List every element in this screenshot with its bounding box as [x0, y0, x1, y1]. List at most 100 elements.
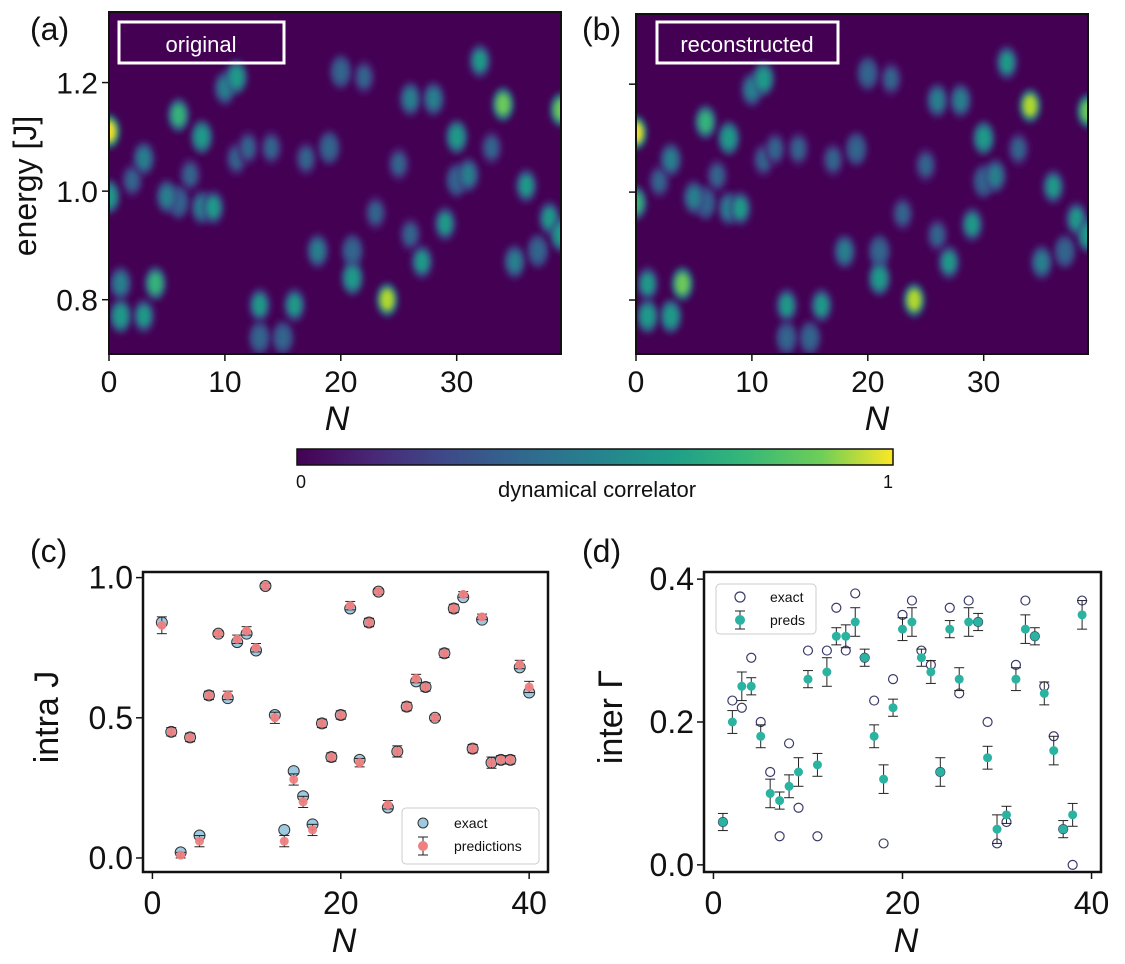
heatmap-b-x-tick-label: 10	[735, 366, 768, 399]
heatmap-b-x-label: N	[865, 400, 890, 438]
exact-point	[944, 602, 955, 613]
heatmap-b-x-tick-label: 20	[851, 366, 884, 399]
heatmap-a-x-label: N	[325, 400, 350, 438]
prediction-point	[983, 753, 993, 763]
heatmap-a-cell	[194, 125, 209, 148]
panel-c: (c) 0 20 40 0.0 0.5 1.0 N intra J exact pred…	[28, 533, 550, 960]
heatmap-a-cell	[554, 98, 561, 121]
plot-c-x-tick-label: 0	[144, 885, 162, 921]
plot-d-x-tick-label: 20	[885, 885, 921, 921]
prediction-point	[298, 797, 308, 807]
prediction-point	[869, 731, 879, 741]
prediction-point	[242, 626, 252, 636]
legend-d-pred-label: preds	[770, 612, 805, 628]
prediction-point	[496, 755, 506, 765]
heatmap-a-cell	[461, 163, 476, 186]
plot-d-x-label: N	[894, 922, 919, 960]
plot-c-x-ticks: 0 20 40	[144, 872, 547, 921]
prediction-point	[317, 718, 327, 728]
prediction-point	[232, 634, 242, 644]
prediction-point	[831, 631, 841, 641]
heatmap-b-cell	[860, 62, 875, 85]
heatmap-a-cell	[345, 239, 360, 262]
heatmap-b-cell	[941, 251, 956, 274]
heatmap-b-cell	[1057, 240, 1072, 263]
exact-point	[906, 595, 918, 606]
heatmap-a-y-ticks: 0.8 1.0 1.2	[56, 68, 109, 318]
heatmap-b-cell	[663, 148, 678, 171]
heatmap-a-cell	[414, 250, 429, 273]
heatmap-b-x-ticks: 0 10 20 30	[628, 354, 1000, 399]
prediction-point	[841, 631, 851, 641]
prediction-point	[1068, 810, 1078, 820]
plot-d-y-tick-label: 0.0	[650, 847, 694, 883]
plot-c-x-tick-label: 20	[323, 885, 359, 921]
prediction-point	[223, 690, 233, 700]
prediction-point	[345, 601, 355, 611]
heatmap-a-cell	[264, 136, 279, 159]
legend-d-exact-label: exact	[770, 589, 804, 605]
heatmap-a-cell	[136, 147, 151, 170]
heatmap-a-cell	[530, 239, 545, 262]
heatmap-b-frame	[635, 13, 1089, 355]
heatmap-a-cell	[403, 87, 418, 110]
exact-point	[278, 823, 291, 836]
heatmap-b-cell	[652, 170, 667, 193]
exact-point	[774, 831, 785, 842]
plot-d-y-tick-label: 0.4	[650, 561, 694, 597]
prediction-point	[468, 744, 478, 754]
heatmap-b-x-tick-label: 0	[628, 366, 645, 399]
prediction-point	[860, 653, 870, 663]
heatmap-b-x-tick-label: 30	[967, 366, 1000, 399]
exact-point	[887, 674, 899, 685]
colorbar-tick-1: 1	[883, 472, 893, 492]
heatmap-a-cell	[496, 93, 511, 116]
prediction-point	[1077, 610, 1087, 620]
heatmap-a-cell	[438, 212, 453, 235]
heatmap-b-y-ticks	[629, 83, 636, 301]
exact-point	[831, 602, 842, 613]
prediction-point	[775, 796, 785, 806]
prediction-point	[289, 774, 299, 784]
heatmap-a-cell	[229, 66, 244, 89]
heatmap-a-cell	[322, 136, 337, 159]
heatmap-b-cell	[733, 197, 748, 220]
heatmap-b-cell	[907, 289, 922, 312]
legend-c-pred-label: predictions	[454, 838, 522, 854]
legend-c-box	[401, 807, 540, 865]
plot-c-x-label: N	[332, 922, 357, 960]
plot-d-x-ticks: 0 20 40	[705, 872, 1109, 921]
heatmap-b-cell	[965, 213, 980, 236]
heatmap-a-cell	[252, 294, 267, 317]
plot-c-marks	[155, 580, 536, 860]
heatmap-a-cell	[109, 120, 116, 143]
prediction-point	[515, 660, 525, 670]
heatmap-a-cell	[554, 223, 561, 246]
prediction-point	[935, 767, 945, 777]
panel-label-b: (b)	[582, 11, 621, 47]
prediction-point	[326, 752, 336, 762]
heatmap-a-x-tick-label: 20	[324, 366, 357, 399]
heatmap-b-cell	[826, 148, 841, 171]
prediction-point	[185, 732, 195, 742]
heatmap-a-cell	[125, 169, 140, 192]
prediction-point	[336, 710, 346, 720]
exact-point	[850, 588, 861, 599]
heatmap-a-cell	[391, 153, 406, 175]
prediction-point	[1049, 746, 1059, 756]
plot-c-y-ticks: 0.0 0.5 1.0	[89, 560, 143, 876]
plot-d-y-ticks: 0.0 0.2 0.4	[650, 561, 704, 883]
prediction-point	[898, 624, 907, 634]
prediction-point	[402, 702, 412, 712]
colorbar-gradient	[296, 448, 894, 466]
heatmap-b-cell	[1023, 94, 1038, 117]
heatmap-a-blobs	[109, 43, 561, 354]
heatmap-a-cell	[368, 201, 383, 224]
heatmap-b-cell	[779, 294, 794, 317]
prediction-point	[1058, 824, 1068, 834]
heatmap-b-cell	[675, 272, 690, 295]
prediction-point	[954, 674, 964, 684]
colorbar-tick-0: 0	[296, 472, 306, 492]
prediction-point	[1039, 688, 1049, 698]
heatmap-a-y-tick-label: 0.8	[56, 285, 98, 318]
